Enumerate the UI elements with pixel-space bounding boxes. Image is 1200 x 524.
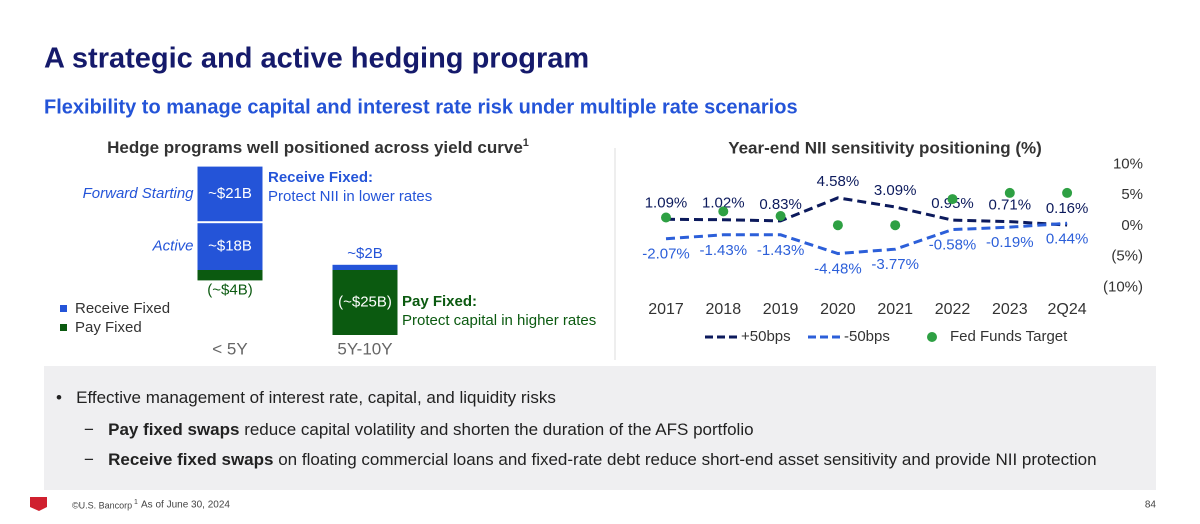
legend-swatch	[60, 324, 67, 331]
legend-label: -50bps	[844, 328, 890, 345]
value-label: (~$4B)	[207, 281, 252, 298]
value-label: 0.71%	[989, 197, 1032, 214]
y-tick-label: (10%)	[1103, 278, 1143, 295]
segment-label: Active	[152, 238, 194, 255]
annotation-text: Protect capital in higher rates	[402, 312, 596, 329]
brand: ©U.S. Bancorp	[72, 500, 132, 510]
value-label: -3.77%	[871, 256, 919, 273]
y-tick-label: (5%)	[1111, 248, 1143, 265]
point	[661, 212, 671, 223]
point	[890, 220, 901, 231]
y-tick-label: 5%	[1121, 186, 1143, 203]
value-label: 4.58%	[817, 173, 860, 190]
value-label: -1.43%	[757, 242, 805, 259]
footnote-marker: 1	[134, 499, 138, 506]
value-label: -0.58%	[929, 237, 977, 254]
chart-title: Year-end NII sensitivity positioning (%)	[728, 138, 1042, 157]
legend-swatch	[60, 305, 67, 312]
x-tick-label: < 5Y	[212, 339, 247, 358]
logo	[30, 497, 47, 511]
annotation-title: Receive Fixed:	[268, 169, 373, 186]
x-tick-label: 5Y-10Y	[337, 339, 392, 358]
point	[718, 206, 729, 217]
point	[832, 220, 843, 231]
value-label: ~$21B	[208, 185, 252, 202]
bullet-text: Effective management of interest rate, c…	[76, 388, 556, 407]
value-label: -1.43%	[700, 242, 748, 259]
x-tick-label: 2020	[820, 301, 856, 318]
line	[665, 221, 1068, 256]
bullet: • Effective management of interest rate,…	[56, 388, 556, 407]
annotation-text: Protect NII in lower rates	[268, 188, 432, 205]
x-tick-label: 2017	[648, 301, 684, 318]
bar	[197, 166, 263, 222]
point	[1062, 187, 1073, 198]
value-label: -0.19%	[986, 234, 1034, 251]
x-tick-label: 2Q24	[1048, 301, 1087, 318]
bullet-text: reduce capital volatility and shorten th…	[244, 420, 754, 439]
value-label: 0.16%	[1046, 200, 1089, 217]
legend-label: Pay Fixed	[75, 319, 142, 336]
legend-swatch	[927, 332, 937, 342]
x-tick-label: 2022	[935, 301, 971, 318]
value-label: 0.44%	[1046, 230, 1089, 247]
legend-label: Fed Funds Target	[950, 328, 1068, 345]
point	[947, 194, 958, 205]
chart-title-text: Hedge programs well positioned across yi…	[107, 138, 523, 157]
y-tick-label: 10%	[1113, 155, 1143, 172]
footnote: As of June 30, 2024	[141, 500, 230, 511]
bullet-bold: Pay fixed swaps	[108, 420, 240, 439]
value-label: (~$25B)	[338, 293, 392, 310]
value-label: 1.09%	[645, 194, 688, 211]
page-number: 84	[1145, 500, 1157, 511]
value-label: 1.02%	[702, 195, 745, 212]
point	[775, 210, 786, 221]
value-label: ~$18B	[208, 238, 252, 255]
sub-bullet: − Receive fixed swaps on floating commer…	[84, 450, 1097, 469]
bar	[197, 223, 263, 270]
bar	[332, 264, 398, 270]
chart-title: Hedge programs well positioned across yi…	[107, 137, 529, 158]
bullet-box: • Effective management of interest rate,…	[44, 366, 1156, 490]
sub-bullet: − Pay fixed swaps reduce capital volatil…	[84, 420, 754, 439]
bar	[197, 270, 263, 281]
x-tick-label: 2018	[706, 301, 742, 318]
value-label: -4.48%	[814, 261, 862, 278]
segment-label: Forward Starting	[83, 185, 195, 202]
bar	[332, 270, 398, 335]
legend-label: +50bps	[741, 328, 791, 345]
x-tick-label: 2019	[763, 301, 799, 318]
value-label: ~$2B	[347, 245, 382, 262]
footnote-marker: 1	[523, 137, 529, 149]
annotation-title: Pay Fixed:	[402, 293, 477, 310]
y-tick-label: 0%	[1121, 217, 1143, 234]
value-label: -2.07%	[642, 246, 690, 263]
slide-subtitle: Flexibility to manage capital and intere…	[44, 96, 798, 118]
legend-label: Receive Fixed	[75, 300, 170, 317]
value-label: 3.09%	[874, 182, 917, 199]
bullet-bold: Receive fixed swaps	[108, 450, 274, 469]
bullet-text: on floating commercial loans and fixed-r…	[278, 450, 1097, 469]
slide-title: A strategic and active hedging program	[44, 43, 589, 75]
x-tick-label: 2021	[877, 301, 913, 318]
point	[1004, 187, 1015, 198]
line	[665, 196, 1068, 227]
value-label: 0.83%	[759, 196, 802, 213]
x-tick-label: 2023	[992, 301, 1028, 318]
